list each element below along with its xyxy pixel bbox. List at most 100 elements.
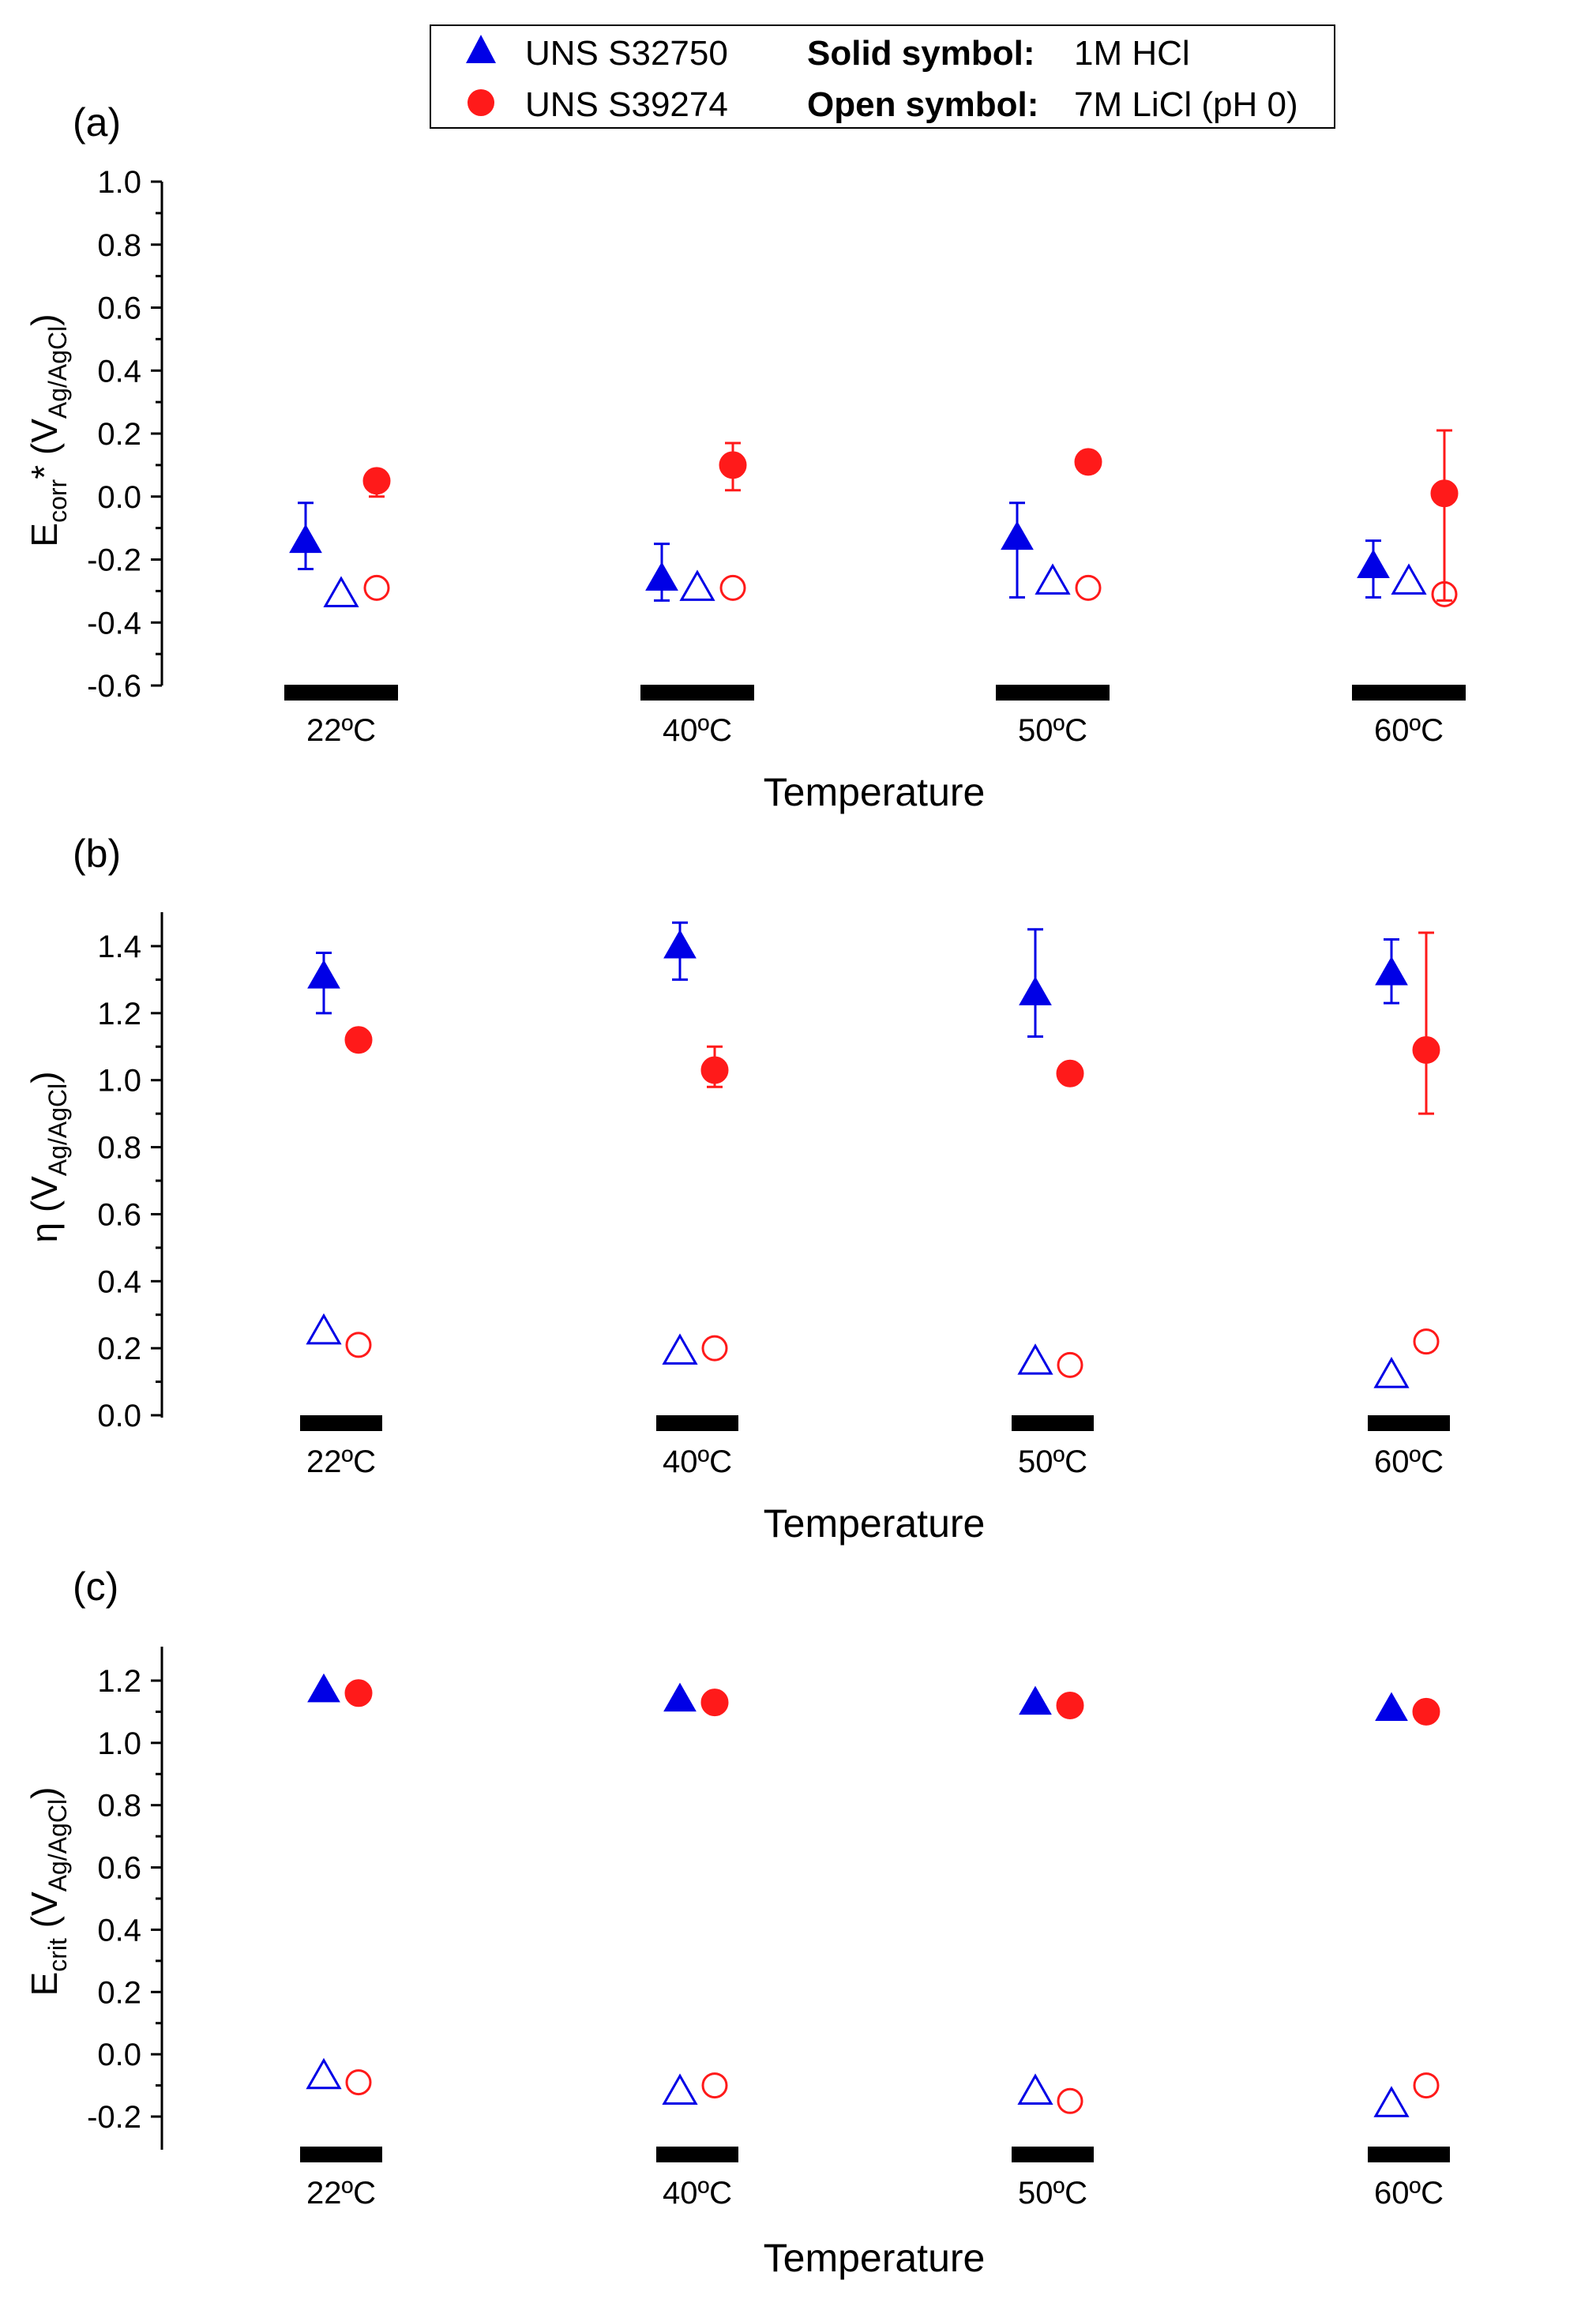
point-circle-solid — [1056, 1059, 1084, 1088]
point-circle-open — [1413, 1328, 1440, 1355]
y-tick-label: 0.6 — [97, 1197, 141, 1232]
point-triangle-open — [1373, 2086, 1410, 2117]
point-circle-solid — [700, 1689, 729, 1717]
point-triangle-solid — [307, 960, 340, 989]
panel-c-category-bars — [300, 2147, 1450, 2162]
point-triangle-open — [1035, 563, 1071, 595]
point-circle-open — [363, 574, 390, 601]
legend-open-label: Open symbol: — [807, 85, 1038, 124]
point-triangle-solid — [1375, 956, 1408, 986]
point-triangle-solid — [1001, 520, 1034, 550]
panel-a-ylabel-main: E — [24, 523, 65, 547]
panel-b: (b) η (VAg/AgCl) 1.4 1.2 1.0 0.8 0.6 0.4 0.2 0.… — [24, 832, 1450, 1546]
category-label: 60ºC — [1374, 2176, 1444, 2211]
category-bar — [284, 685, 398, 701]
point-triangle-open — [306, 2057, 342, 2090]
y-tick-label: 1.0 — [97, 165, 141, 200]
panel-c-label: (c) — [73, 1565, 118, 1609]
y-tick-label: 0.0 — [97, 480, 141, 515]
point-triangle-solid — [663, 1682, 697, 1712]
category-label: 60ºC — [1374, 1444, 1444, 1479]
point-circle-open — [719, 574, 746, 601]
y-tick-label: 0.8 — [97, 1789, 141, 1824]
y-tick-label: 1.0 — [97, 1064, 141, 1099]
point-triangle-solid — [1357, 549, 1390, 578]
panel-a-category-bars — [284, 685, 1466, 701]
category-label: 60ºC — [1374, 713, 1444, 748]
y-tick-label: 1.0 — [97, 1726, 141, 1761]
point-triangle-solid — [307, 1673, 340, 1703]
y-tick-label: 0.8 — [97, 1131, 141, 1166]
point-circle-solid — [1074, 448, 1102, 476]
panel-c-category-labels: 22ºC 40ºC 50ºC 60ºC — [306, 2176, 1444, 2211]
category-bar — [300, 2147, 382, 2162]
y-tick-label: 1.2 — [97, 1664, 141, 1699]
panel-b-ylabel-sub: Ag/AgCl — [43, 1084, 72, 1176]
panel-b-label: (b) — [73, 832, 121, 876]
point-triangle-solid — [1375, 1692, 1408, 1721]
y-tick-label: 0.6 — [97, 291, 141, 326]
point-circle-open — [1057, 1351, 1083, 1378]
point-circle-open — [1413, 2072, 1440, 2099]
legend: UNS S32750 UNS S39274 Solid symbol: 1M H… — [430, 24, 1335, 129]
panel-c-ylabel-rest-sub: Ag/AgCl — [43, 1799, 72, 1891]
point-circle-open — [1431, 580, 1458, 607]
point-triangle-solid — [645, 562, 678, 591]
panel-c-ylabel: Ecrit (VAg/AgCl) — [24, 1787, 72, 1997]
panel-b-xlabel: Temperature — [764, 1501, 986, 1546]
y-tick-label: 1.2 — [97, 997, 141, 1031]
y-tick-label: 0.6 — [97, 1851, 141, 1886]
y-tick-label: -0.2 — [87, 543, 141, 578]
point-circle-open — [1057, 2087, 1083, 2114]
point-triangle-open — [662, 2073, 698, 2105]
panel-a-label: (a) — [73, 100, 121, 145]
y-tick-label: 0.2 — [97, 1332, 141, 1366]
panel-a: (a) Ecorr* (VAg/AgCl) 1.0 0.8 0.6 0.4 0.2 0.0… — [24, 100, 1466, 814]
point-triangle-solid — [1019, 976, 1052, 1005]
y-tick-label: 0.8 — [97, 228, 141, 263]
panel-a-ylabel-rest-sub: Ag/AgCl — [43, 326, 72, 419]
category-label: 50ºC — [1018, 713, 1087, 748]
point-triangle-solid — [663, 929, 697, 959]
panel-b-ylabel: η (VAg/AgCl) — [24, 1071, 72, 1242]
panel-b-y-ticks: 1.4 1.2 1.0 0.8 0.6 0.4 0.2 0.0 — [97, 930, 162, 1433]
point-triangle-open — [1017, 2073, 1053, 2105]
point-circle-open — [345, 2069, 372, 2096]
y-tick-label: 1.4 — [97, 930, 141, 964]
panel-b-ylabel-main: η (V — [24, 1176, 65, 1243]
panel-a-ylabel-close: ) — [24, 314, 65, 325]
category-label: 22ºC — [306, 1444, 376, 1479]
point-triangle-solid — [289, 524, 322, 554]
category-bar — [300, 1415, 382, 1431]
panel-a-ylabel: Ecorr* (VAg/AgCl) — [24, 314, 72, 547]
category-label: 40ºC — [663, 713, 732, 748]
y-tick-label: -0.6 — [87, 669, 141, 704]
category-bar — [996, 685, 1110, 701]
category-bar — [640, 685, 754, 701]
point-circle-open — [701, 2072, 728, 2099]
y-tick-label: 0.4 — [97, 354, 141, 389]
point-triangle-open — [662, 1333, 698, 1365]
panel-a-category-labels: 22ºC 40ºC 50ºC 60ºC — [306, 713, 1444, 748]
panel-c: (c) Ecrit (VAg/AgCl) 1.2 1.0 0.8 0.6 0.4 0.2 0… — [24, 1565, 1450, 2280]
point-triangle-open — [1017, 1343, 1053, 1375]
panel-a-data-marks — [289, 429, 1459, 607]
panel-b-category-bars — [300, 1415, 1450, 1431]
category-bar — [1012, 2147, 1094, 2162]
panel-a-ylabel-sub: corr — [43, 479, 72, 522]
panel-c-ylabel-close: ) — [24, 1787, 65, 1799]
panel-b-data-marks — [306, 921, 1440, 1388]
point-triangle-open — [679, 569, 715, 601]
y-tick-label: 0.2 — [97, 1975, 141, 2010]
point-triangle-open — [306, 1313, 342, 1345]
category-label: 40ºC — [663, 2176, 732, 2211]
panel-c-y-ticks: 1.2 1.0 0.8 0.6 0.4 0.2 0.0 -0.2 — [87, 1664, 162, 2135]
point-triangle-solid — [1019, 1685, 1052, 1715]
category-label: 22ºC — [306, 2176, 376, 2211]
panel-c-data-marks — [306, 1673, 1440, 2117]
y-tick-label: 0.0 — [97, 2038, 141, 2072]
legend-open-value: 7M LiCl (pH 0) — [1074, 85, 1298, 124]
point-circle-solid — [719, 451, 747, 479]
point-circle-solid — [344, 1026, 373, 1054]
